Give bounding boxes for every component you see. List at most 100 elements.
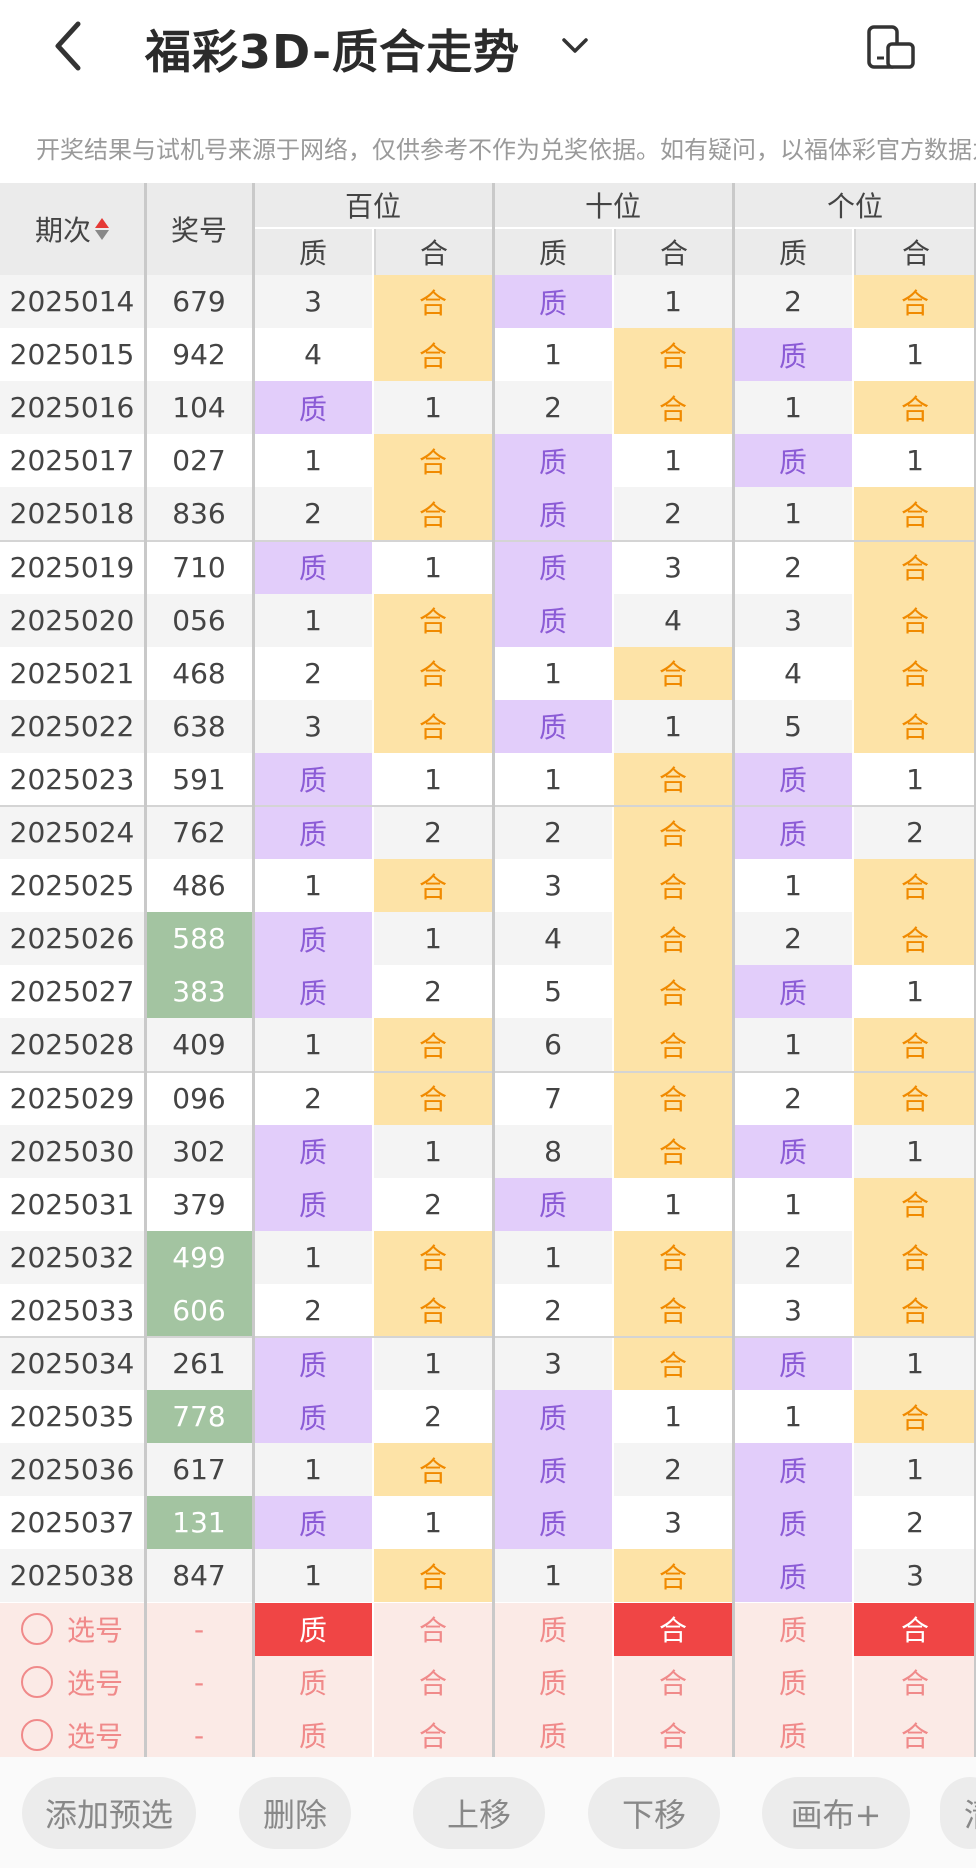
trend-cell: 1 — [374, 1337, 492, 1391]
trend-cell: 质 — [734, 1549, 852, 1603]
trend-cell: 1 — [734, 1177, 852, 1231]
trend-cell: 1 — [854, 752, 976, 806]
pick-cell[interactable]: 合 — [614, 1655, 732, 1709]
number-cell: 104 — [146, 381, 252, 435]
trend-cell: 合 — [614, 912, 732, 966]
clear-button[interactable]: 清 — [940, 1777, 976, 1849]
pick-row-label[interactable]: 选号 — [0, 1655, 144, 1709]
trend-cell: 4 — [614, 593, 732, 647]
pick-cell[interactable]: 质 — [494, 1708, 612, 1762]
trend-cell: 质 — [254, 806, 372, 860]
pick-cell[interactable]: 合 — [854, 1708, 976, 1762]
back-icon[interactable] — [50, 18, 100, 74]
number-cell: 762 — [146, 806, 252, 860]
trend-cell: 1 — [374, 381, 492, 435]
delete-button[interactable]: 删除 — [239, 1777, 351, 1849]
pick-cell[interactable]: 合 — [614, 1708, 732, 1762]
period-cell: 2025019 — [0, 540, 144, 594]
header-number: 奖号 — [146, 183, 252, 275]
pick-row-label[interactable]: 选号 — [0, 1708, 144, 1762]
period-cell: 2025022 — [0, 699, 144, 753]
trend-cell: 质 — [734, 806, 852, 860]
header-period[interactable]: 期次 — [0, 183, 144, 275]
pick-cell[interactable]: 合 — [374, 1708, 492, 1762]
trend-cell: 质 — [734, 1496, 852, 1550]
pick-cell[interactable]: 质 — [734, 1655, 852, 1709]
trend-cell: 合 — [374, 487, 492, 541]
number-cell: 591 — [146, 752, 252, 806]
trend-cell: 7 — [494, 1071, 612, 1125]
trend-cell: 1 — [494, 1230, 612, 1284]
pick-cell[interactable]: 质 — [494, 1602, 612, 1656]
trend-cell: 质 — [734, 965, 852, 1019]
period-cell: 2025032 — [0, 1230, 144, 1284]
trend-cell: 合 — [614, 806, 732, 860]
period-cell: 2025016 — [0, 381, 144, 435]
period-cell: 2025033 — [0, 1283, 144, 1337]
pick-cell[interactable]: 合 — [614, 1602, 732, 1656]
trend-cell: 合 — [374, 1443, 492, 1497]
number-cell: 710 — [146, 540, 252, 594]
pick-cell[interactable]: 合 — [374, 1602, 492, 1656]
trend-cell: 2 — [494, 381, 612, 435]
number-cell: 486 — [146, 859, 252, 913]
number-cell: 606 — [146, 1283, 252, 1337]
trend-cell: 1 — [254, 1018, 372, 1072]
trend-cell: 质 — [254, 1390, 372, 1444]
period-cell: 2025014 — [0, 275, 144, 329]
pick-cell[interactable]: 质 — [734, 1708, 852, 1762]
page-title[interactable]: 福彩3D-质合走势 — [145, 25, 521, 79]
trend-cell: 3 — [254, 699, 372, 753]
trend-cell: 5 — [494, 965, 612, 1019]
move-down-button[interactable]: 下移 — [588, 1777, 720, 1849]
pick-cell[interactable]: 合 — [854, 1655, 976, 1709]
pick-cell[interactable]: 合 — [854, 1602, 976, 1656]
number-cell: 261 — [146, 1337, 252, 1391]
period-cell: 2025020 — [0, 593, 144, 647]
number-cell: 638 — [146, 699, 252, 753]
trend-cell: 质 — [734, 1337, 852, 1391]
move-up-button[interactable]: 上移 — [413, 1777, 545, 1849]
group-divider — [0, 1070, 976, 1073]
pick-row-label[interactable]: 选号 — [0, 1602, 144, 1656]
period-cell: 2025030 — [0, 1124, 144, 1178]
group-divider — [0, 1336, 976, 1338]
trend-cell: 2 — [734, 275, 852, 329]
pick-cell[interactable]: 质 — [254, 1655, 372, 1709]
pick-cell[interactable]: 质 — [254, 1708, 372, 1762]
trend-cell: 1 — [254, 1230, 372, 1284]
radio-circle-icon[interactable] — [20, 1613, 53, 1646]
period-cell: 2025037 — [0, 1496, 144, 1550]
trend-cell: 5 — [734, 699, 852, 753]
canvas-plus-button[interactable]: 画布+ — [762, 1777, 910, 1849]
pick-cell[interactable]: 合 — [374, 1655, 492, 1709]
radio-circle-icon[interactable] — [20, 1719, 53, 1752]
trend-cell: 质 — [254, 1124, 372, 1178]
trend-cell: 合 — [374, 1283, 492, 1337]
trend-cell: 质 — [254, 1496, 372, 1550]
number-cell: 379 — [146, 1177, 252, 1231]
trend-cell: 1 — [854, 434, 976, 488]
radio-circle-icon[interactable] — [20, 1666, 53, 1699]
trend-cell: 2 — [374, 806, 492, 860]
trend-cell: 合 — [374, 1071, 492, 1125]
chevron-down-icon[interactable] — [560, 30, 590, 60]
pick-cell[interactable]: 质 — [254, 1602, 372, 1656]
trend-cell: 2 — [734, 1230, 852, 1284]
number-cell: 131 — [146, 1496, 252, 1550]
sort-icon[interactable] — [95, 218, 109, 240]
header-sub: 质 — [254, 229, 372, 275]
trend-cell: 合 — [374, 1230, 492, 1284]
header-group: 个位 — [734, 183, 976, 227]
add-preselect-button[interactable]: 添加预选 — [22, 1777, 196, 1849]
phone-rotate-icon[interactable] — [866, 24, 916, 70]
pick-number: - — [146, 1708, 252, 1762]
pick-cell[interactable]: 质 — [734, 1602, 852, 1656]
pick-cell[interactable]: 质 — [494, 1655, 612, 1709]
period-cell: 2025015 — [0, 328, 144, 382]
trend-cell: 2 — [254, 1283, 372, 1337]
trend-cell: 1 — [374, 1124, 492, 1178]
trend-cell: 质 — [254, 965, 372, 1019]
trend-cell: 合 — [374, 646, 492, 700]
